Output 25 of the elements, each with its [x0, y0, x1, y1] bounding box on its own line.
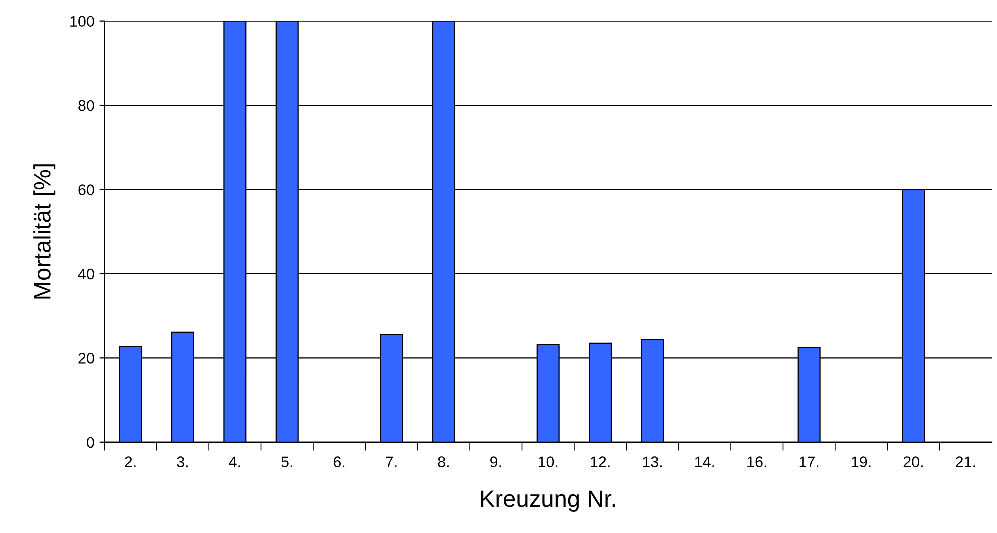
- x-tick-label: 2.: [125, 456, 136, 468]
- x-tick-label: 7.: [386, 456, 397, 468]
- x-tick-label: 12.: [591, 456, 610, 468]
- x-tick-label: 10.: [538, 456, 558, 468]
- x-tick-label: 6.: [334, 456, 345, 468]
- y-tick-label: 40: [78, 268, 94, 280]
- y-tick-label: 80: [78, 100, 94, 112]
- x-tick-label: 5.: [282, 456, 292, 468]
- y-tick-label: 0: [87, 437, 94, 448]
- y-tick-label: 60: [78, 184, 94, 196]
- x-tick-label: 8.: [438, 456, 449, 468]
- x-tick-label: 17.: [800, 456, 819, 468]
- x-tick-label: 16.: [748, 456, 766, 468]
- x-tick-label: 13.: [643, 456, 662, 468]
- x-tick-label: 21.: [956, 456, 976, 468]
- x-tick-label: 3.: [177, 456, 188, 468]
- x-tick-label: 9.: [490, 456, 502, 468]
- y-tick-label: 20: [78, 353, 94, 364]
- x-axis-title: Kreuzung Nr.: [481, 490, 616, 512]
- y-tick-label: 100: [70, 16, 94, 28]
- x-tick-label: 20.: [904, 456, 923, 468]
- x-tick-label: 14.: [695, 456, 714, 468]
- y-axis-title: Mortalität [%]: [34, 164, 56, 299]
- x-tick-label: 19.: [852, 456, 871, 468]
- x-tick-label: 4.: [229, 456, 240, 468]
